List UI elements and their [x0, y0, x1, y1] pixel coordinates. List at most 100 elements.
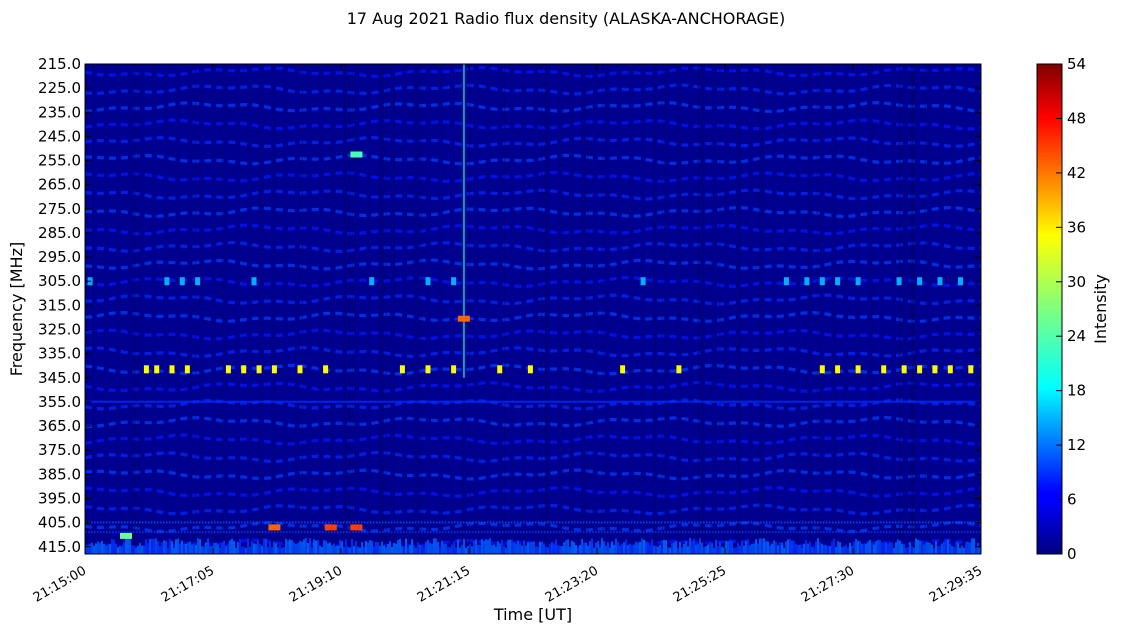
texture-noise: [751, 531, 753, 534]
texture-noise: [555, 539, 557, 554]
texture-noise: [367, 542, 369, 554]
texture-noise: [815, 541, 817, 554]
texture-noise: [205, 531, 207, 534]
texture-noise: [691, 540, 693, 554]
texture-noise: [265, 521, 267, 524]
texture-column: [544, 64, 546, 554]
texture-noise: [519, 544, 521, 554]
texture-noise: [153, 539, 155, 554]
texture-noise: [268, 521, 270, 524]
texture-noise: [353, 545, 355, 554]
texture-noise: [509, 539, 511, 554]
texture-noise: [957, 542, 959, 554]
texture-noise: [103, 521, 105, 524]
texture-noise: [675, 540, 677, 554]
texture-noise: [177, 538, 179, 554]
texture-noise: [691, 531, 693, 534]
texture-noise: [739, 521, 741, 524]
texture-noise: [711, 543, 713, 554]
colorbar-tick-label: 0: [1067, 545, 1077, 563]
texture-noise: [895, 521, 897, 524]
texture-noise: [157, 541, 159, 554]
texture-noise: [299, 540, 301, 554]
texture-noise: [448, 531, 450, 534]
texture-noise: [379, 521, 381, 524]
texture-noise: [253, 531, 255, 534]
texture-noise: [298, 521, 300, 524]
texture-noise: [784, 531, 786, 534]
texture-noise: [280, 531, 282, 534]
texture-noise: [373, 531, 375, 534]
texture-noise: [340, 531, 342, 534]
burst-segment: [917, 277, 923, 286]
texture-noise: [235, 531, 237, 534]
y-tick-label: 405.0: [38, 514, 81, 532]
texture-column: [385, 64, 387, 554]
texture-noise: [809, 541, 811, 554]
texture-noise: [286, 531, 288, 534]
texture-noise: [803, 543, 805, 554]
texture-noise: [454, 521, 456, 524]
texture-noise: [121, 521, 123, 524]
texture-striation: [85, 258, 981, 271]
texture-noise: [619, 521, 621, 524]
texture-noise: [227, 543, 229, 554]
texture-noise: [103, 544, 105, 554]
texture-noise: [184, 531, 186, 534]
texture-noise: [751, 544, 753, 554]
y-tick-label: 345.0: [38, 369, 81, 387]
texture-noise: [223, 540, 225, 554]
texture-noise: [160, 521, 162, 524]
colorbar-tick-label: 54: [1067, 55, 1086, 73]
texture-noise: [547, 547, 549, 554]
texture-noise: [187, 531, 189, 534]
texture-noise: [715, 539, 717, 554]
texture-noise: [838, 531, 840, 534]
burst-segment: [143, 365, 149, 374]
texture-noise: [97, 541, 99, 554]
texture-noise: [775, 531, 777, 534]
texture-noise: [628, 531, 630, 534]
texture-noise: [315, 540, 317, 554]
texture-striation: [85, 223, 981, 236]
texture-noise: [808, 521, 810, 524]
texture-noise: [361, 531, 363, 534]
texture-noise: [631, 531, 633, 534]
texture-noise: [562, 531, 564, 534]
texture-noise: [865, 543, 867, 554]
texture-noise: [898, 531, 900, 534]
texture-noise: [681, 547, 683, 554]
texture-column: [661, 64, 663, 554]
texture-noise: [709, 542, 711, 554]
texture-noise: [886, 521, 888, 524]
texture-noise: [715, 521, 717, 524]
texture-noise: [469, 531, 471, 534]
texture-noise: [199, 539, 201, 554]
texture-noise: [742, 521, 744, 524]
texture-noise: [533, 541, 535, 554]
chart-title: 17 Aug 2021 Radio flux density (ALASKA-A…: [347, 9, 786, 28]
texture-noise: [629, 543, 631, 554]
texture-noise: [441, 540, 443, 554]
texture-noise: [115, 531, 117, 534]
texture-noise: [292, 531, 294, 534]
texture-noise: [187, 521, 189, 524]
texture-noise: [466, 531, 468, 534]
texture-noise: [622, 521, 624, 524]
texture-noise: [875, 541, 877, 554]
texture-noise: [197, 538, 199, 554]
texture-noise: [769, 546, 771, 554]
texture-striation: [85, 240, 981, 254]
texture-noise: [814, 521, 816, 524]
texture-noise: [805, 521, 807, 524]
texture-noise: [559, 546, 561, 554]
texture-noise: [289, 531, 291, 534]
texture-noise: [94, 521, 96, 524]
texture-noise: [331, 531, 333, 534]
texture-noise: [363, 546, 365, 554]
texture-noise: [617, 541, 619, 554]
texture-noise: [703, 521, 705, 524]
texture-noise: [964, 531, 966, 534]
texture-noise: [169, 531, 171, 534]
texture-noise: [817, 531, 819, 534]
